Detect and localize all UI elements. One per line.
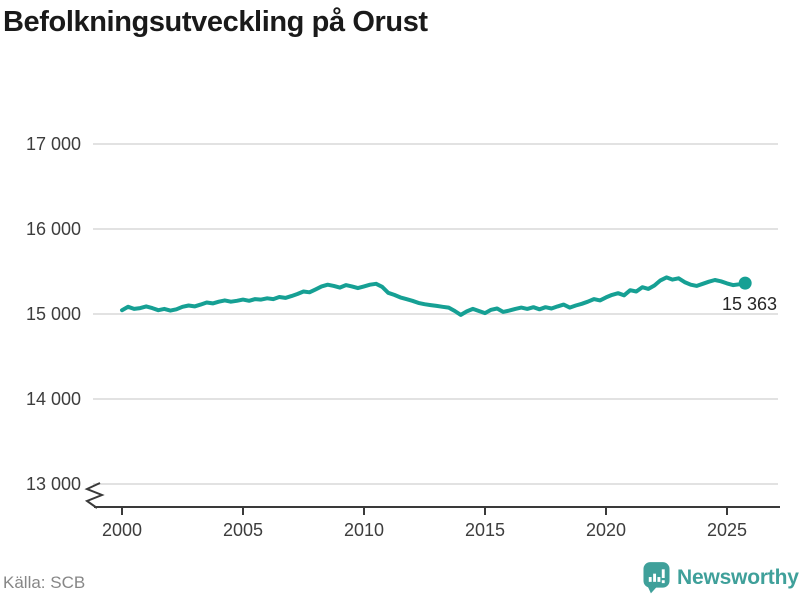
x-tick-label: 2010 xyxy=(344,520,384,540)
latest-value-label: 15 363 xyxy=(722,294,777,314)
x-tick-label: 2020 xyxy=(586,520,626,540)
y-tick-label: 15 000 xyxy=(26,304,81,324)
y-tick-label: 17 000 xyxy=(26,134,81,154)
y-tick-label: 13 000 xyxy=(26,474,81,494)
population-line xyxy=(120,275,748,317)
x-tick-label: 2025 xyxy=(707,520,747,540)
x-tick-label: 2015 xyxy=(465,520,505,540)
y-tick-label: 14 000 xyxy=(26,389,81,409)
x-tick-label: 2005 xyxy=(223,520,263,540)
latest-value-dot xyxy=(738,276,752,290)
y-tick-label: 16 000 xyxy=(26,219,81,239)
source-label: Källa: SCB xyxy=(3,573,86,592)
newsworthy-icon xyxy=(643,562,670,594)
chart-title: Befolkningsutveckling på Orust xyxy=(3,6,428,38)
x-tick-label: 2000 xyxy=(102,520,142,540)
brand-name: Newsworthy xyxy=(677,566,799,589)
axis-break-icon xyxy=(84,482,105,509)
brand-logo[interactable]: Newsworthy xyxy=(643,560,799,596)
